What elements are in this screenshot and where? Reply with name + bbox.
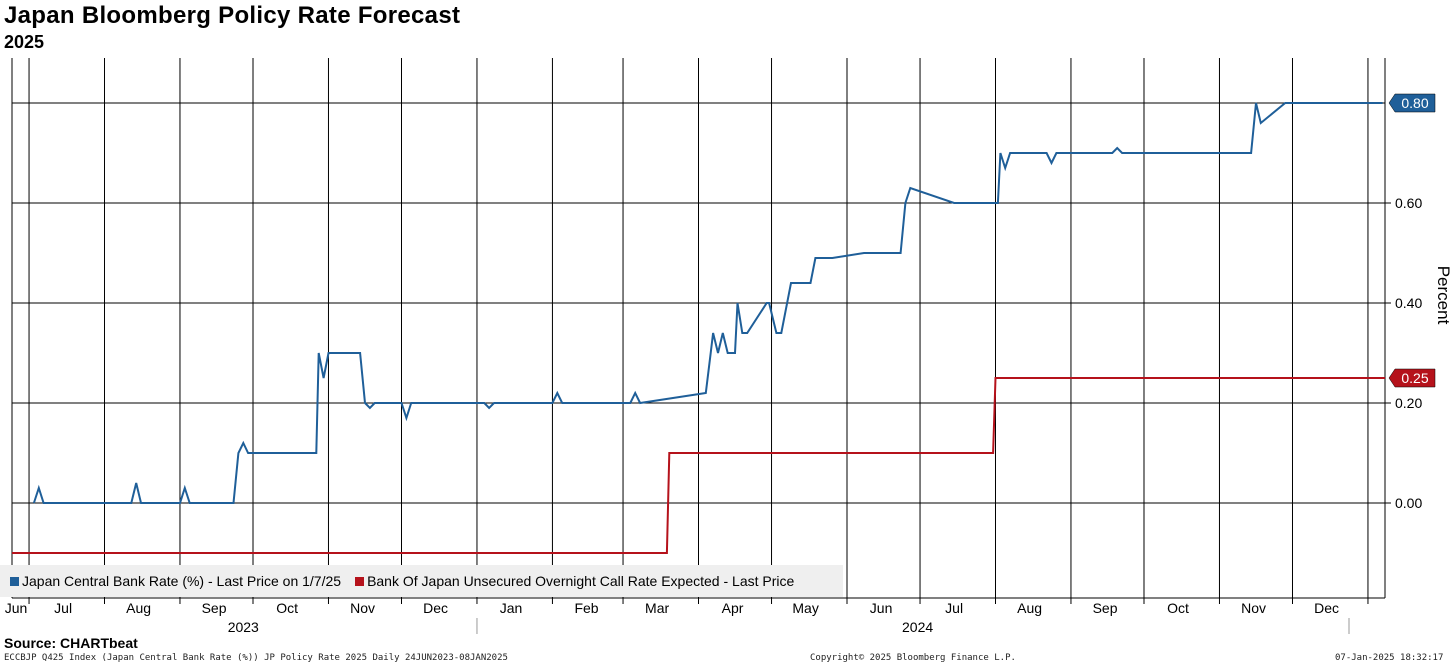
- chart-subtitle: 2025: [4, 32, 45, 52]
- timestamp: 07-Jan-2025 18:32:17: [1335, 653, 1444, 663]
- x-tick-label: Sep: [202, 600, 227, 616]
- x-tick-label: Jun: [5, 600, 28, 616]
- legend-label-call-rate: Bank Of Japan Unsecured Overnight Call R…: [367, 573, 795, 589]
- y-tick-label: 0.40: [1395, 295, 1422, 311]
- last-value-label: 0.80: [1401, 95, 1428, 111]
- x-tick-label: Apr: [722, 600, 744, 616]
- y-tick-label: 0.20: [1395, 395, 1422, 411]
- series-line-central-bank-rate: [32, 102, 1383, 504]
- source-note: Source: CHARTbeat: [4, 635, 138, 651]
- x-tick-label: Aug: [1017, 600, 1042, 616]
- legend-swatch-red: [355, 576, 365, 586]
- x-tick-label: Oct: [276, 600, 298, 616]
- x-tick-label: Sep: [1093, 600, 1118, 616]
- x-tick-label: Jan: [500, 600, 523, 616]
- legend-item-central-bank-rate: Japan Central Bank Rate (%) - Last Price…: [10, 573, 341, 589]
- last-value-badge: [1388, 368, 1436, 388]
- x-tick-label: May: [792, 600, 818, 616]
- last-value-tag: 0.25: [1388, 368, 1436, 388]
- gridlines: [12, 58, 1385, 604]
- x-year-label: 2023: [228, 619, 259, 635]
- legend-swatch-blue: [10, 576, 19, 586]
- last-value-label: 0.25: [1401, 370, 1428, 386]
- x-tick-label: Jun: [870, 600, 893, 616]
- legend-label-central-bank-rate: Japan Central Bank Rate (%) - Last Price…: [22, 573, 342, 589]
- legend-item-call-rate: Bank Of Japan Unsecured Overnight Call R…: [355, 573, 794, 589]
- x-tick-label: Jul: [945, 600, 963, 616]
- x-tick-label: Nov: [350, 600, 375, 616]
- x-tick-label: Jul: [54, 600, 72, 616]
- last-value-tag: 0.80: [1388, 93, 1436, 113]
- y-tick-label: 0.60: [1395, 195, 1422, 211]
- x-tick-label: Mar: [645, 600, 669, 616]
- chart-title: Japan Bloomberg Policy Rate Forecast: [4, 2, 461, 29]
- x-tick-label: Dec: [423, 600, 448, 616]
- legend: Japan Central Bank Rate (%) - Last Price…: [0, 565, 843, 597]
- copyright: Copyright© 2025 Bloomberg Finance L.P.: [810, 653, 1016, 663]
- x-tick-label: Nov: [1241, 600, 1266, 616]
- x-tick-label: Dec: [1314, 600, 1339, 616]
- x-year-label: 2024: [902, 619, 933, 635]
- last-value-badge: [1388, 93, 1436, 113]
- x-tick-label: Oct: [1167, 600, 1189, 616]
- x-tick-label: Aug: [126, 600, 151, 616]
- series-line-call-rate: [12, 377, 1385, 554]
- y-tick-label: 0.00: [1395, 495, 1422, 511]
- y-axis-title: Percent: [1434, 266, 1453, 325]
- ticker-info: ECCBJP Q425 Index (Japan Central Bank Ra…: [4, 653, 508, 663]
- x-tick-label: Feb: [574, 600, 598, 616]
